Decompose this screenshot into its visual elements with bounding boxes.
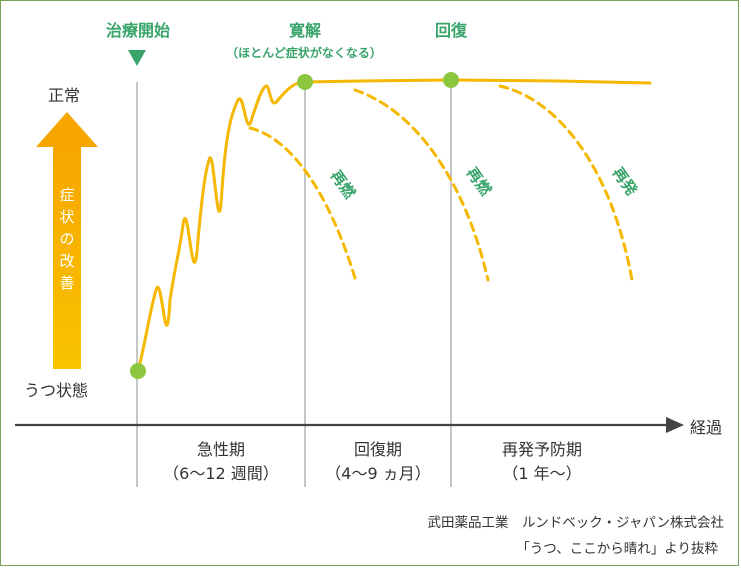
arrow-label-char: 改 xyxy=(59,252,74,270)
x-axis-label: 経過 xyxy=(690,418,722,437)
remission-point xyxy=(297,74,313,90)
phase-acute-name: 急性期 xyxy=(197,440,245,459)
start-point xyxy=(130,363,146,379)
milestone-start-marker xyxy=(128,50,146,66)
improvement-arrow-label: 症 状 の 改 善 xyxy=(59,186,74,292)
phase-prevention-name: 再発予防期 xyxy=(502,440,582,459)
milestone-recovery-label: 回復 xyxy=(435,21,468,40)
source-line-1: 武田薬品工業 ルンドベック・ジャパン株式会社 xyxy=(428,515,724,531)
arrow-label-char: 善 xyxy=(59,274,74,292)
milestone-start-label: 治療開始 xyxy=(106,21,170,40)
arrow-label-char: 症 xyxy=(59,186,74,204)
relapse-label-1: 再燃 xyxy=(327,167,360,203)
phase-recovery-duration: （4〜9 ヵ月） xyxy=(325,464,430,483)
recurrence-label: 再発 xyxy=(609,164,642,200)
y-top-label: 正常 xyxy=(48,86,80,105)
source-line-2: 「うつ、ここから晴れ」より抜粋 xyxy=(516,541,718,557)
milestone-remission-note: （ほとんど症状がなくなる） xyxy=(226,45,382,60)
relapse-label-2: 再燃 xyxy=(463,164,496,200)
x-axis-arrowhead xyxy=(666,417,684,433)
milestone-remission-label: 寛解 xyxy=(289,21,321,40)
improvement-arrow xyxy=(36,112,98,369)
relapse-curve-2 xyxy=(353,88,490,282)
phase-prevention-duration: （1 年〜） xyxy=(502,464,581,483)
phase-recovery-name: 回復期 xyxy=(354,440,402,459)
phase-acute-duration: （6〜12 週間） xyxy=(163,464,279,483)
relapse-curve-1 xyxy=(248,126,357,280)
relapse-curve-3 xyxy=(498,84,634,282)
y-bottom-label: うつ状態 xyxy=(24,381,88,400)
recovery-point xyxy=(443,72,459,88)
arrow-label-char: 状 xyxy=(59,208,74,226)
arrow-label-char: の xyxy=(59,230,74,248)
recovery-curve xyxy=(136,78,652,373)
